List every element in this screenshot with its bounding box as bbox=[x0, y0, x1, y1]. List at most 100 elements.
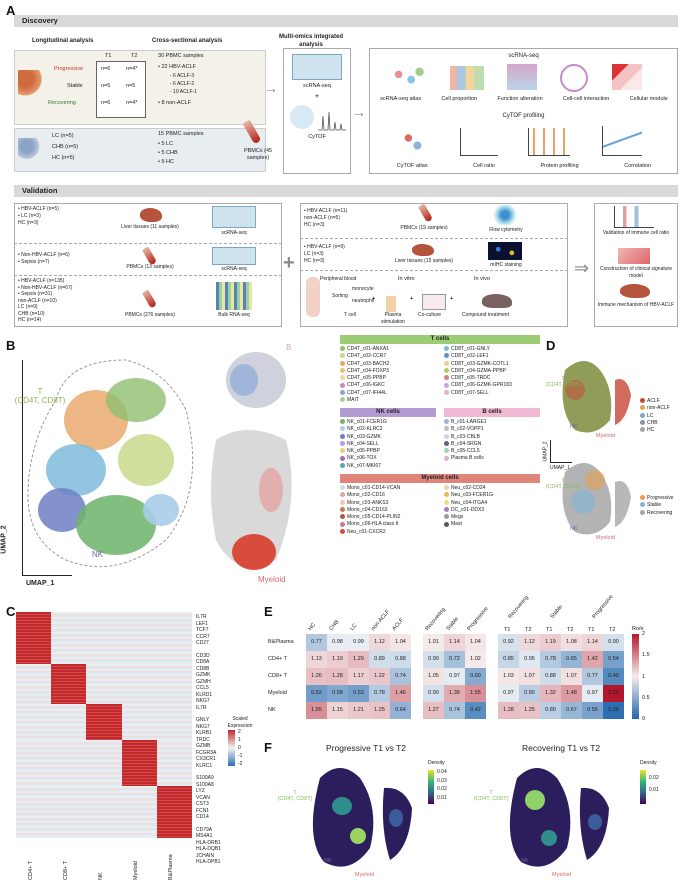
cytof-header: CyTOF profiling bbox=[502, 113, 545, 119]
legend-item: CD4T_c05-PPBP bbox=[340, 375, 389, 382]
legend-label: HC bbox=[647, 427, 655, 434]
density-plot-2 bbox=[509, 768, 609, 867]
heatmap-block bbox=[16, 612, 52, 664]
t2-label: T2 bbox=[131, 53, 138, 59]
heatmap-cell: 1.07 bbox=[519, 668, 540, 685]
legend-item: CD8T_c02-LEF1 bbox=[444, 353, 512, 360]
m3-invitro: In vitro bbox=[398, 276, 415, 282]
d-group-legend: ACLF non-ACLF LC CHB HC bbox=[640, 398, 670, 434]
legend-swatch bbox=[444, 507, 449, 513]
legend-swatch bbox=[340, 485, 345, 491]
d-nk-label-2: NK bbox=[570, 526, 578, 532]
gene-label: CD27 bbox=[196, 640, 209, 646]
validation-right-box bbox=[594, 203, 678, 327]
d-myeloid-label-2: Myeloid bbox=[596, 535, 615, 541]
legend-swatch bbox=[340, 448, 345, 454]
legend-item: non-ACLF bbox=[640, 405, 670, 412]
tcells-header: T cells bbox=[340, 335, 540, 344]
heatmap-cell: 0.88 bbox=[390, 651, 411, 668]
myeloid-col1: Mono_c01-CD14-VCAN Mono_c02-CD16 Mono_c03-… bbox=[340, 485, 400, 536]
group-label: Stable bbox=[549, 604, 565, 620]
v-m2: • HBV-ACLF (n=9) LC (n=3) HC (n=3) bbox=[304, 244, 345, 264]
row-label: CD4+ T bbox=[268, 656, 288, 662]
m3-sorting: Sorting bbox=[332, 293, 348, 299]
legend-label: NK_c04-SELL bbox=[347, 440, 379, 447]
heatmap-cell: 1.03 bbox=[498, 668, 519, 685]
heatmap-block bbox=[16, 664, 52, 704]
heatmap-cell: 1.08 bbox=[561, 634, 582, 651]
heatmap-cell: 1.19 bbox=[327, 651, 348, 668]
f-ticks-1: 0.04 0.03 0.02 0.01 bbox=[437, 768, 447, 802]
lc5: • 5 LC bbox=[158, 141, 174, 147]
legend-swatch bbox=[640, 495, 645, 501]
legend-item: CD8T_c06-GZMK-GPR183 bbox=[444, 382, 512, 389]
legend-item: NK_c06-TOX bbox=[340, 455, 387, 462]
heatmap-cell: 0.78 bbox=[369, 685, 390, 702]
gene-label: IL7R bbox=[196, 704, 207, 711]
legend-label: Mono_c02-CD16 bbox=[347, 492, 385, 499]
legend-item: Mono_c01-CD14-VCAN bbox=[340, 485, 400, 492]
heatmap-cell: 0.88 bbox=[540, 668, 561, 685]
legend-swatch bbox=[340, 441, 345, 447]
d-t-label: T (CD4T, CD8T) bbox=[545, 376, 581, 388]
heatmap-cell: 1.42 bbox=[582, 651, 603, 668]
legend-item: Neu_c01-CXCR2 bbox=[340, 529, 400, 536]
legend-item: Mono_c03-ANKS3 bbox=[340, 500, 400, 507]
legend-swatch bbox=[340, 433, 345, 439]
legend-swatch bbox=[340, 455, 345, 461]
heatmap-cell: 1.04 bbox=[465, 634, 486, 651]
heatmap-cell: 0.65 bbox=[561, 651, 582, 668]
legend-label: ACLF bbox=[647, 398, 660, 404]
column-label: T2 bbox=[525, 627, 532, 633]
tick-label: 0.01 bbox=[649, 787, 659, 793]
heatmap-block bbox=[156, 612, 192, 664]
heatmap-cell: 0.74 bbox=[444, 702, 465, 719]
column-label: Stable bbox=[445, 616, 461, 632]
heatmap-cell: 1.28 bbox=[327, 668, 348, 685]
legend-swatch bbox=[340, 492, 345, 498]
legend-label: LC bbox=[647, 412, 654, 419]
prog-t1: n=6 bbox=[101, 66, 111, 72]
heatmap-block bbox=[86, 704, 122, 740]
scrna-item: scRNA-seq atlas bbox=[380, 96, 422, 102]
legend-label: CD4T_c07-IFI44L bbox=[347, 389, 387, 396]
heatmap-cell: 0.99 bbox=[348, 634, 369, 651]
heatmap-cell: 0.97 bbox=[582, 685, 603, 702]
cytof-label: CyTOF bbox=[308, 134, 326, 140]
legend-item: CD4T_c07-IFI44L bbox=[340, 390, 389, 397]
legend-label: Neu_c04-ITGA4 bbox=[451, 499, 488, 506]
m3-invivo: In vivo bbox=[474, 276, 490, 282]
nk-header: NK cells bbox=[340, 408, 436, 417]
v-r1: • HBV-ACLF (n=5) • LC (n=3) HC (n=3) bbox=[18, 206, 59, 226]
heatmap-block bbox=[156, 704, 192, 740]
m3-tcell: T cell bbox=[344, 312, 356, 318]
legend-item: B_c03-CBLB bbox=[444, 434, 487, 441]
legend-swatch bbox=[444, 375, 449, 381]
heatmap-cell: 1.21 bbox=[348, 702, 369, 719]
cross-box bbox=[14, 128, 266, 172]
scrna-thumbnails bbox=[380, 62, 670, 92]
heatmap-cell: 1.38 bbox=[444, 685, 465, 702]
column-label: T1 bbox=[588, 627, 595, 633]
pbmcs45: PBMCs (45 samples) bbox=[243, 148, 273, 161]
column-label: CHB bbox=[328, 619, 341, 632]
d-xlabel: UMAP_1 bbox=[550, 465, 571, 471]
tcells-col2: CD8T_c01-GNLY CD8T_c02-LEF1 CD8T_c03-GZMK-… bbox=[444, 346, 512, 397]
f-title-2: Recovering T1 vs T2 bbox=[522, 743, 601, 753]
heatmap-cell: 0.80 bbox=[540, 702, 561, 719]
legend-item: Recovering bbox=[640, 510, 673, 517]
heatmap-cell: 0.55 bbox=[582, 702, 603, 719]
legend-swatch bbox=[640, 509, 645, 515]
aclf1: - 10 ACLF-1 bbox=[170, 89, 197, 95]
legend-swatch bbox=[340, 514, 345, 520]
legend-item: B_c05-CCL5 bbox=[444, 448, 487, 455]
legend-swatch bbox=[444, 514, 449, 520]
legend-label: Neu_c01-CXCR2 bbox=[347, 528, 386, 535]
c-colorbar bbox=[228, 730, 235, 766]
heatmap-cell: 0.98 bbox=[327, 634, 348, 651]
heatmap-cell: 1.02 bbox=[465, 651, 486, 668]
legend-label: Progressive bbox=[647, 495, 674, 501]
heatmap-block bbox=[121, 704, 157, 740]
heatmap-block bbox=[51, 664, 87, 704]
legend-swatch bbox=[340, 462, 345, 468]
